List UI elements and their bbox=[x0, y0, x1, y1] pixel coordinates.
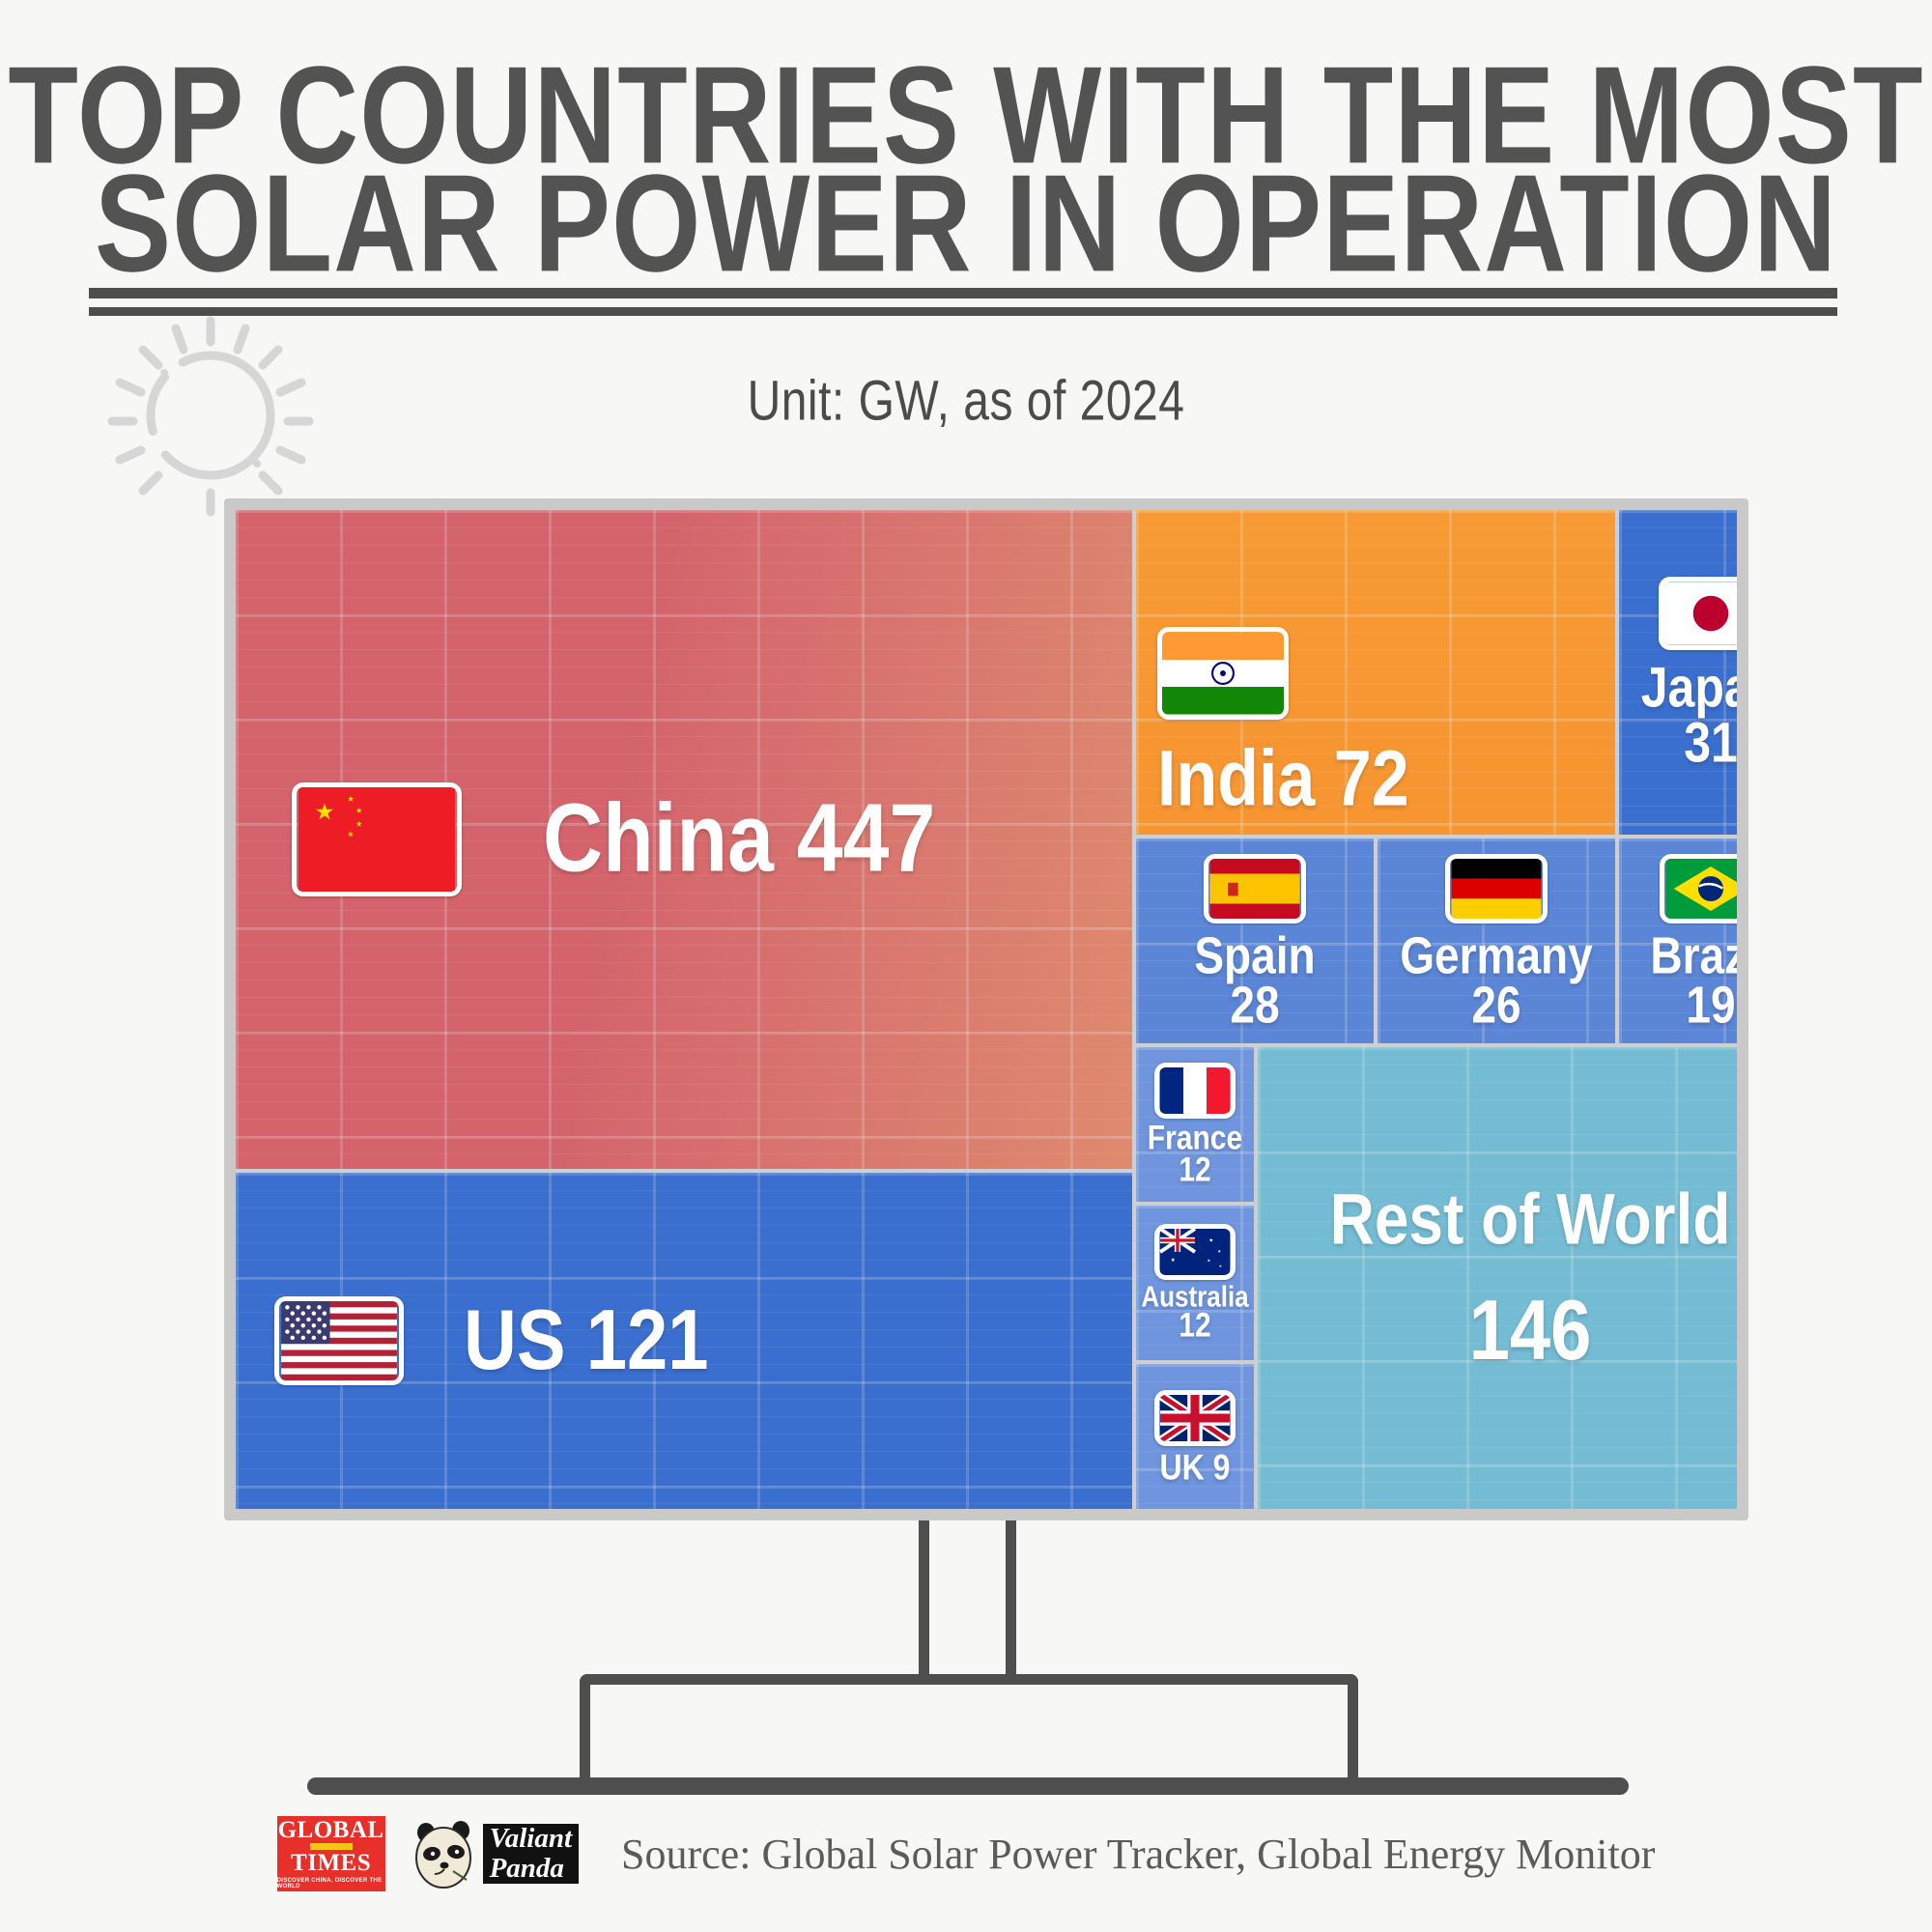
treemap-tile-germany[interactable]: Germany 26 bbox=[1378, 838, 1615, 1043]
title-divider bbox=[89, 288, 1837, 316]
monitor-stand-neck-left bbox=[919, 1520, 929, 1681]
tile-label-india: India 72 bbox=[1157, 734, 1409, 822]
flag-gb-icon bbox=[1154, 1389, 1236, 1446]
page-title: TOP COUNTRIES WITH THE MOST SOLAR POWER … bbox=[0, 38, 1932, 292]
valiant-panda-line2: Panda bbox=[482, 1853, 580, 1885]
valiant-panda-wordmark: Valiant Panda bbox=[482, 1823, 580, 1885]
monitor-frame: China 447 bbox=[224, 498, 1748, 1520]
flag-es-icon bbox=[1204, 854, 1306, 924]
tile-label-china: China 447 bbox=[543, 784, 936, 893]
treemap-tile-australia[interactable]: Australia 12 bbox=[1136, 1206, 1254, 1360]
flag-au-icon bbox=[1154, 1224, 1236, 1281]
treemap-tile-india[interactable]: India 72 bbox=[1136, 510, 1615, 835]
treemap-tile-brazil[interactable]: Brazil 19 bbox=[1619, 838, 1737, 1043]
global-times-line1: GLOBAL bbox=[277, 1817, 384, 1843]
treemap-tile-japan[interactable]: Japan 31 bbox=[1619, 510, 1737, 835]
flag-br-icon bbox=[1660, 854, 1737, 924]
flag-in-icon bbox=[1157, 626, 1289, 720]
tile-label-uk: UK 9 bbox=[1159, 1446, 1231, 1488]
treemap-chart: China 447 bbox=[236, 510, 1737, 1509]
treemap-tile-china[interactable]: China 447 bbox=[236, 510, 1132, 1169]
flag-jp-icon bbox=[1659, 577, 1737, 650]
treemap-tile-france[interactable]: France 12 bbox=[1136, 1047, 1254, 1202]
valiant-panda-logo: Valiant Panda bbox=[411, 1817, 580, 1890]
valiant-panda-line1: Valiant bbox=[482, 1823, 580, 1854]
sun-icon bbox=[107, 316, 314, 517]
global-times-logo: GLOBAL TIMES DISCOVER CHINA, DISCOVER TH… bbox=[276, 1816, 385, 1891]
flag-cn-icon bbox=[292, 782, 462, 896]
tile-label-germany: Germany bbox=[1400, 925, 1593, 985]
tile-label-japan: Japan bbox=[1640, 656, 1737, 720]
tile-label-us: US 121 bbox=[464, 1293, 709, 1388]
tile-value-brazil: 19 bbox=[1686, 975, 1736, 1035]
flag-fr-icon bbox=[1154, 1063, 1236, 1120]
monitor-stand-base bbox=[580, 1674, 1358, 1792]
tile-value-germany: 26 bbox=[1471, 975, 1521, 1035]
footer: GLOBAL TIMES DISCOVER CHINA, DISCOVER TH… bbox=[0, 1816, 1932, 1891]
flag-us-icon bbox=[274, 1296, 404, 1385]
monitor-stand-neck-right bbox=[1006, 1520, 1016, 1681]
flag-de-icon bbox=[1445, 854, 1548, 924]
tile-label-rest-of-world: Rest of World bbox=[1329, 1178, 1731, 1260]
tile-label-france: France bbox=[1147, 1120, 1243, 1157]
global-times-bar bbox=[309, 1843, 353, 1850]
tile-label-australia: Australia bbox=[1141, 1279, 1249, 1314]
tile-label-spain: Spain bbox=[1194, 925, 1316, 985]
treemap-tile-uk[interactable]: UK 9 bbox=[1136, 1364, 1254, 1509]
source-label: Source: Global Solar Power Tracker, Glob… bbox=[621, 1830, 1656, 1878]
divider-rule-bottom bbox=[89, 307, 1837, 316]
treemap-tile-rest-of-world[interactable]: Rest of World 146 bbox=[1258, 1047, 1737, 1509]
tile-value-australia: 12 bbox=[1179, 1307, 1211, 1345]
monitor-stand-foot bbox=[307, 1777, 1629, 1795]
tile-value-france: 12 bbox=[1179, 1151, 1211, 1189]
chart-subtitle: Unit: GW, as of 2024 bbox=[747, 370, 1185, 433]
treemap-tile-us[interactable]: US 121 bbox=[236, 1173, 1132, 1509]
global-times-line2: TIMES bbox=[291, 1850, 372, 1876]
global-times-tagline: DISCOVER CHINA, DISCOVER THE WORLD bbox=[276, 1878, 383, 1889]
treemap-tile-spain[interactable]: Spain 28 bbox=[1136, 838, 1374, 1043]
divider-rule-top bbox=[89, 288, 1837, 298]
panda-icon bbox=[414, 1821, 471, 1889]
title-line-2: SOLAR POWER IN OPERATION bbox=[94, 146, 1838, 301]
tile-value-spain: 28 bbox=[1230, 975, 1280, 1035]
tile-value-japan: 31 bbox=[1684, 711, 1737, 775]
tile-value-rest-of-world: 146 bbox=[1468, 1283, 1592, 1378]
tile-label-brazil: Brazil bbox=[1650, 925, 1737, 985]
title-line-1: TOP COUNTRIES WITH THE MOST bbox=[8, 38, 1924, 193]
